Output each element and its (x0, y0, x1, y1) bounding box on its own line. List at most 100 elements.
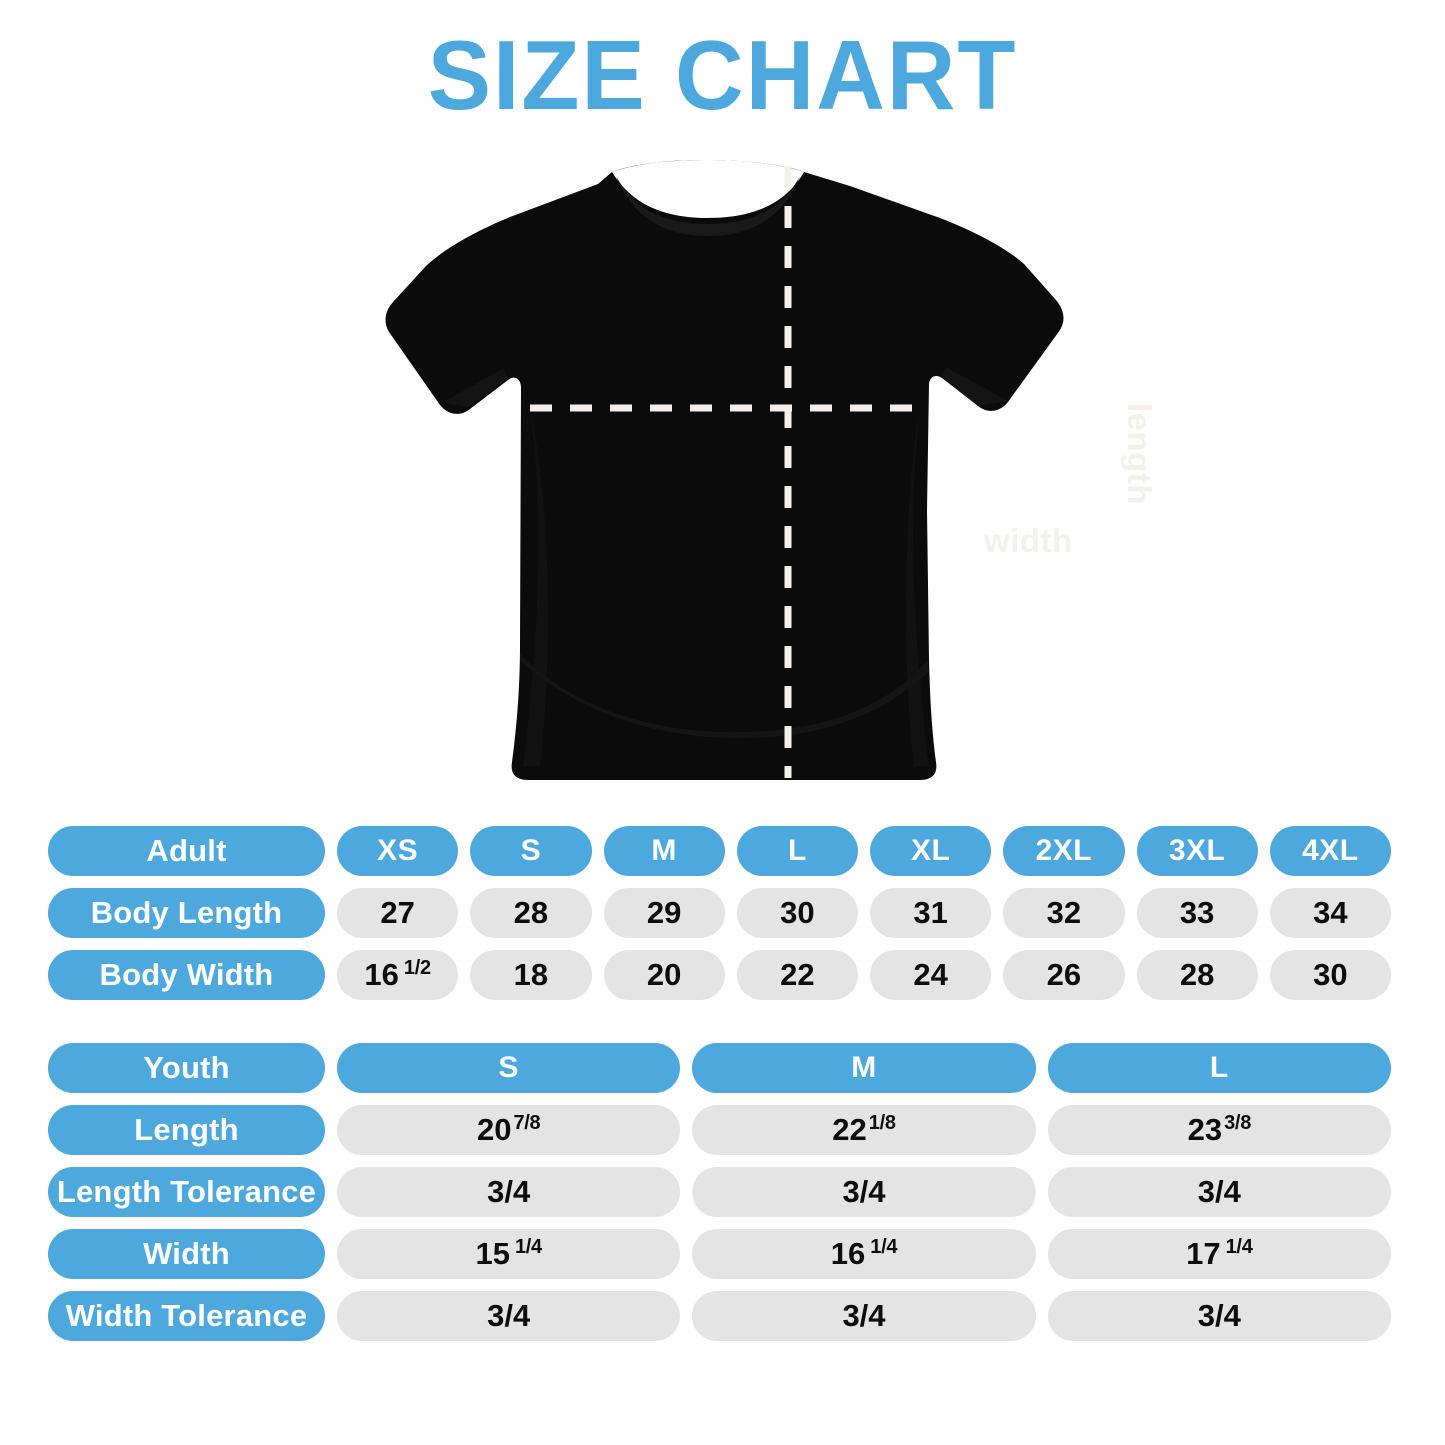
measurement-whole: 3/4 (487, 1174, 531, 1209)
youth-measurement-cell: 20 7/8 (337, 1105, 681, 1155)
youth-row-label: Width Tolerance (48, 1291, 325, 1341)
adult-measurement-cell: 34 (1269, 888, 1391, 938)
adult-size-header-xl[interactable]: XL (870, 826, 992, 876)
table-row: Length Tolerance 3/4 3/4 3/4 (48, 1167, 1391, 1217)
adult-measurement-cell: 22 (736, 950, 858, 1000)
youth-row-label: Length Tolerance (48, 1167, 325, 1217)
youth-measurement-cell: 22 1/8 (692, 1105, 1036, 1155)
measurement-whole: 23 (1187, 1112, 1223, 1147)
youth-size-header-l[interactable]: L (1047, 1043, 1391, 1093)
table-row: Width 15 1/4 16 1/4 17 1/4 (48, 1229, 1391, 1279)
measurement-whole: 30 (780, 895, 815, 930)
adult-measurement-cell: 30 (1269, 950, 1391, 1000)
youth-size-header-s[interactable]: S (337, 1043, 681, 1093)
adult-measurement-cell: 26 (1003, 950, 1125, 1000)
tshirt-sleeve-hem-right (942, 367, 1008, 406)
adult-row-label: Body Width (48, 950, 325, 1000)
adult-measurement-cell: 28 (1136, 950, 1258, 1000)
table-row: Width Tolerance 3/4 3/4 3/4 (48, 1291, 1391, 1341)
youth-measurement-cell: 15 1/4 (337, 1229, 681, 1279)
youth-row-label: Width (48, 1229, 325, 1279)
measurement-whole: 33 (1179, 895, 1215, 930)
measurement-whole: 18 (513, 957, 549, 992)
measurement-whole: 27 (380, 895, 415, 930)
measurement-whole: 3/4 (487, 1298, 531, 1333)
measurement-whole: 32 (1046, 895, 1082, 930)
measurement-whole: 22 (780, 957, 815, 992)
youth-measurement-cell: 3/4 (337, 1167, 681, 1217)
measurement-whole: 30 (1313, 957, 1348, 992)
adult-measurement-cell: 20 (603, 950, 725, 1000)
measurement-whole: 17 (1186, 1236, 1221, 1271)
youth-measurement-cell: 3/4 (337, 1291, 681, 1341)
measurement-fraction: 3/8 (1224, 1111, 1252, 1134)
measurement-whole: 3/4 (1197, 1298, 1241, 1333)
youth-measurement-cell: 3/4 (1047, 1291, 1391, 1341)
youth-measurement-cell: 17 1/4 (1047, 1229, 1391, 1279)
youth-size-header-m[interactable]: M (692, 1043, 1036, 1093)
measurement-whole: 34 (1313, 895, 1348, 930)
table-row: Body Length 27 28 29 30 31 32 33 34 (48, 888, 1391, 938)
youth-measurement-cell: 16 1/4 (692, 1229, 1036, 1279)
adult-size-header-xs[interactable]: XS (337, 826, 459, 876)
measurement-fraction: 1/2 (403, 956, 431, 979)
adult-size-header-l[interactable]: L (736, 826, 858, 876)
measurement-whole: 29 (646, 895, 682, 930)
measurement-whole: 20 (646, 957, 682, 992)
adult-measurement-cell: 29 (603, 888, 725, 938)
adult-measurement-cell: 30 (736, 888, 858, 938)
adult-size-header-4xl[interactable]: 4XL (1269, 826, 1391, 876)
adult-header-row: Adult XS S M L XL 2XL 3XL 4XL (48, 826, 1391, 876)
tshirt-collar-rib (616, 176, 800, 236)
measurement-whole: 3/4 (842, 1174, 886, 1209)
youth-measurement-cell: 3/4 (692, 1291, 1036, 1341)
measurement-fraction: 1/8 (868, 1111, 896, 1134)
adult-size-header-s[interactable]: S (470, 826, 592, 876)
tshirt-hem-shadow (520, 654, 928, 739)
adult-measurement-cell: 27 (337, 888, 459, 938)
adult-measurement-cell: 31 (870, 888, 992, 938)
measurement-whole: 15 (475, 1236, 510, 1271)
youth-header-row: Youth S M L (48, 1043, 1391, 1093)
tshirt-body-shape (385, 160, 1064, 780)
adult-measurement-cell: 32 (1003, 888, 1125, 938)
tshirt-svg (385, 160, 1064, 780)
adult-section-label: Adult (48, 826, 325, 876)
adult-measurement-cell: 28 (470, 888, 592, 938)
youth-measurement-cell: 3/4 (692, 1167, 1036, 1217)
table-row: Body Width 16 1/2 18 20 22 24 26 28 30 (48, 950, 1391, 1000)
youth-row-label: Length (48, 1105, 325, 1155)
youth-measurement-cell: 3/4 (1047, 1167, 1391, 1217)
tshirt-illustration: width length (380, 160, 1158, 800)
measurement-whole: 16 (830, 1236, 866, 1271)
measurement-whole: 3/4 (1197, 1174, 1241, 1209)
adult-size-table: Adult XS S M L XL 2XL 3XL 4XL Body Length 27 28 29 30… (48, 826, 1391, 1000)
measurement-whole: 28 (513, 895, 549, 930)
adult-row-label: Body Length (48, 888, 325, 938)
measurement-whole: 28 (1179, 957, 1215, 992)
youth-measurement-cell: 23 3/8 (1047, 1105, 1391, 1155)
adult-size-header-2xl[interactable]: 2XL (1003, 826, 1125, 876)
adult-measurement-cell: 24 (870, 950, 992, 1000)
measurement-fraction: 1/4 (870, 1235, 898, 1258)
adult-measurement-cell: 33 (1136, 888, 1258, 938)
tshirt-neckline (612, 160, 804, 218)
page-title: SIZE CHART (427, 20, 1018, 130)
tshirt-sleeve-hem-left (442, 368, 508, 407)
measurement-whole: 22 (832, 1112, 867, 1147)
youth-section-label: Youth (48, 1043, 325, 1093)
width-dimension-label: width (984, 522, 1073, 559)
measurement-whole: 16 (364, 957, 399, 992)
measurement-whole: 26 (1046, 957, 1082, 992)
measurement-fraction: 1/4 (514, 1235, 542, 1258)
measurement-whole: 31 (913, 895, 948, 930)
youth-size-table: Youth S M L Length 20 7/8 22 1/8 23 3/8 Length Tole… (48, 1043, 1391, 1341)
measurement-whole: 24 (913, 957, 948, 992)
adult-size-header-m[interactable]: M (603, 826, 725, 876)
adult-measurement-cell: 16 1/2 (337, 950, 459, 1000)
adult-size-header-3xl[interactable]: 3XL (1136, 826, 1258, 876)
measurement-fraction: 7/8 (513, 1111, 541, 1134)
measurement-fraction: 1/4 (1225, 1235, 1253, 1258)
adult-measurement-cell: 18 (470, 950, 592, 1000)
length-dimension-label: length (1121, 403, 1158, 505)
